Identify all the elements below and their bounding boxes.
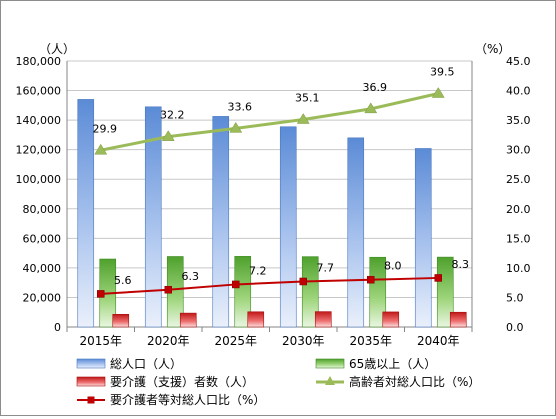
- point-care-ratio: [97, 290, 105, 298]
- bar-total-population: [212, 116, 230, 328]
- y-right-tick-label: 5.0: [506, 291, 524, 304]
- y-right-tick-label: 35.0: [506, 114, 531, 127]
- y-left-tick-label: 60,000: [23, 232, 62, 245]
- data-label-elderly-ratio: 36.9: [363, 81, 388, 94]
- legend-swatch: [76, 358, 106, 369]
- data-label-care-ratio: 6.3: [182, 270, 200, 283]
- bar-total-population: [347, 137, 365, 328]
- y-left-tick-label: 80,000: [23, 203, 62, 216]
- point-elderly-ratio: [431, 87, 445, 98]
- y-left-tick-label: 160,000: [16, 85, 62, 98]
- point-elderly-ratio: [229, 121, 243, 133]
- y-right-tick-label: 10.0: [506, 262, 531, 275]
- legend-label: 要介護（支援）者数（人）: [110, 374, 254, 389]
- legend-label: 高齢者対総人口比（%）: [349, 374, 480, 389]
- point-elderly-ratio: [161, 130, 175, 141]
- bar-care-recipients: [314, 311, 332, 328]
- point-care-ratio: [299, 277, 307, 286]
- bar-age65-population: [369, 256, 387, 328]
- point-care-ratio: [367, 275, 375, 284]
- data-label-care-ratio: 5.6: [114, 274, 132, 287]
- x-tick-label: 2040年: [417, 334, 460, 348]
- bar-age65-population: [234, 256, 252, 328]
- point-elderly-ratio: [296, 113, 310, 124]
- y-right-tick-label: 25.0: [506, 173, 531, 186]
- data-label-elderly-ratio: 29.9: [93, 122, 118, 135]
- y-left-tick-label: 20,000: [23, 291, 62, 304]
- y-left-tick-label: 0: [54, 321, 61, 334]
- legend-swatch: [315, 358, 345, 369]
- x-tick-label: 2025年: [214, 334, 257, 348]
- bar-age65-population: [301, 256, 319, 328]
- legend-marker: [87, 396, 95, 404]
- legend-swatch: [76, 376, 106, 387]
- y-right-unit: （%）: [475, 42, 510, 56]
- x-tick-label: 2035年: [349, 334, 392, 348]
- y-left-tick-label: 40,000: [23, 262, 62, 275]
- bar-care-recipients: [247, 311, 265, 328]
- y-left-unit: （人）: [39, 42, 75, 56]
- bar-care-recipients: [179, 312, 197, 328]
- legend-marker: [325, 376, 335, 385]
- y-right-tick-label: 15.0: [506, 232, 531, 245]
- data-label-elderly-ratio: 39.5: [430, 66, 455, 79]
- point-elderly-ratio: [364, 102, 378, 114]
- data-label-care-ratio: 7.2: [249, 264, 267, 277]
- x-tick-label: 2015年: [79, 334, 122, 348]
- line-elderly-ratio: [100, 92, 439, 152]
- data-label-care-ratio: 8.3: [452, 258, 470, 271]
- y-left-tick-label: 140,000: [16, 114, 62, 127]
- data-label-elderly-ratio: 32.2: [160, 109, 185, 122]
- bar-total-population: [77, 99, 95, 328]
- point-care-ratio: [434, 274, 442, 282]
- legend-label: 要介護者等対総人口比（%）: [110, 392, 265, 407]
- y-right-tick-label: 45.0: [506, 55, 531, 68]
- y-right-tick-label: 30.0: [506, 144, 531, 157]
- bar-care-recipients: [382, 311, 400, 328]
- y-left-tick-label: 120,000: [16, 144, 62, 157]
- bar-care-recipients: [449, 311, 467, 328]
- data-label-care-ratio: 8.0: [384, 260, 402, 273]
- data-label-elderly-ratio: 35.1: [295, 92, 320, 105]
- point-elderly-ratio: [94, 143, 108, 155]
- x-tick-label: 2020年: [147, 334, 190, 348]
- point-care-ratio: [232, 280, 240, 289]
- y-left-tick-label: 100,000: [16, 173, 62, 186]
- bar-total-population: [279, 126, 297, 328]
- legend-label: 65歳以上（人）: [349, 357, 436, 371]
- y-right-tick-label: 0.0: [506, 321, 524, 334]
- bar-care-recipients: [112, 313, 130, 328]
- data-label-care-ratio: 7.7: [317, 261, 335, 274]
- bar-total-population: [144, 106, 162, 328]
- data-label-elderly-ratio: 33.6: [228, 100, 253, 113]
- bar-total-population: [414, 148, 432, 328]
- line-care-ratio: [100, 276, 439, 295]
- y-right-tick-label: 40.0: [506, 85, 531, 98]
- legend-label: 総人口（人）: [110, 357, 182, 371]
- point-care-ratio: [164, 286, 172, 294]
- y-left-tick-label: 180,000: [16, 55, 62, 68]
- x-tick-label: 2030年: [282, 334, 325, 348]
- y-right-tick-label: 20.0: [506, 203, 531, 216]
